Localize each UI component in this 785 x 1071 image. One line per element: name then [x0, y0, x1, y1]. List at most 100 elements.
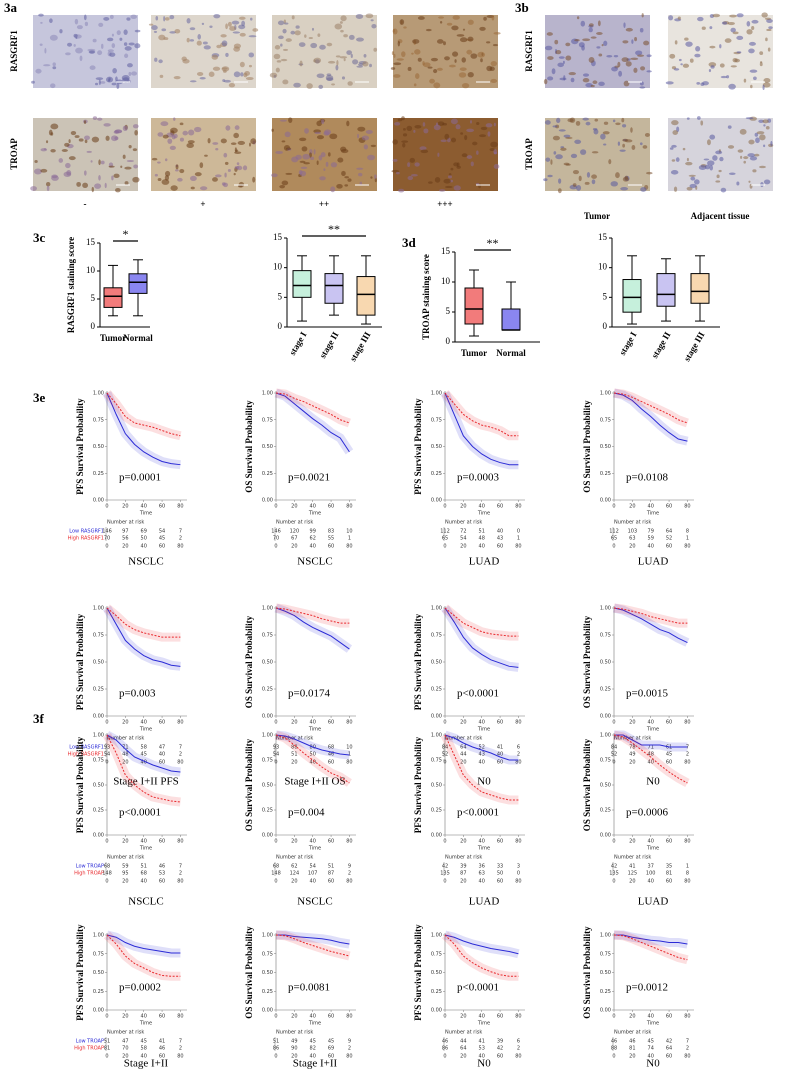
- cell-texture: [98, 22, 104, 27]
- risk-count: 46: [629, 1039, 635, 1045]
- cell-texture: [109, 52, 116, 57]
- cell-texture: [414, 49, 421, 55]
- cell-texture: [319, 176, 326, 181]
- cell-texture: [755, 137, 760, 144]
- cell-texture: [459, 67, 467, 71]
- cell-texture: [736, 51, 742, 54]
- cell-texture: [303, 162, 310, 165]
- cell-texture: [159, 74, 164, 78]
- x-tick-label: 20: [122, 1014, 128, 1020]
- risk-x-tick-label: 40: [310, 879, 316, 885]
- cell-texture: [160, 121, 169, 127]
- y-axis-label: OS Survival Probability: [244, 738, 254, 831]
- cell-texture: [221, 40, 228, 47]
- risk-count: 42: [497, 1046, 503, 1052]
- risk-x-tick-label: 80: [684, 1054, 690, 1060]
- cell-texture: [344, 176, 349, 179]
- y-tick-label: 0.25: [431, 989, 442, 995]
- cell-texture: [588, 23, 594, 27]
- x-tick-label: 60: [666, 839, 672, 845]
- risk-title: Number at risk: [276, 736, 313, 742]
- y-tick-label: 0.50: [262, 660, 273, 666]
- cell-texture: [544, 45, 553, 51]
- cell-texture: [393, 74, 401, 78]
- p-value: p<0.0001: [457, 982, 499, 994]
- cell-texture: [724, 38, 732, 43]
- risk-count: 44: [460, 752, 466, 758]
- cell-texture: [347, 81, 353, 86]
- grade-label: ++: [319, 199, 329, 209]
- risk-count: 135: [609, 871, 619, 877]
- cell-texture: [672, 130, 678, 136]
- cell-texture: [182, 130, 189, 136]
- cell-texture: [113, 173, 120, 178]
- y-tick-label: 0.75: [93, 633, 104, 639]
- cell-texture: [161, 28, 167, 32]
- cell-texture: [186, 142, 194, 149]
- y-tick-label: 5: [91, 293, 96, 303]
- cell-texture: [279, 184, 285, 189]
- cell-texture: [212, 177, 218, 182]
- survival-curve: [614, 734, 688, 748]
- x-axis-label: Time: [139, 511, 152, 517]
- plot-caption: LUAD: [469, 556, 500, 568]
- risk-count: 7: [179, 529, 182, 535]
- cell-texture: [753, 76, 757, 81]
- cell-texture: [356, 65, 364, 68]
- y-axis-label: OS Survival Probability: [582, 738, 592, 831]
- y-tick-label: 0: [278, 321, 283, 331]
- risk-count: 37: [648, 864, 654, 870]
- cell-texture: [288, 117, 293, 123]
- cell-texture: [391, 169, 400, 173]
- cell-texture: [318, 84, 324, 90]
- cell-texture: [132, 176, 140, 183]
- risk-row-label: High RASGRF1: [68, 752, 104, 758]
- y-tick-label: 0: [603, 321, 608, 331]
- x-tick-label: 60: [328, 720, 334, 726]
- risk-count: 146: [271, 529, 281, 535]
- risk-count: 45: [666, 752, 672, 758]
- cell-texture: [330, 186, 336, 193]
- cell-texture: [245, 76, 254, 81]
- cell-texture: [437, 152, 440, 157]
- cell-texture: [346, 50, 352, 55]
- cell-texture: [116, 83, 120, 89]
- risk-count: 1: [517, 536, 520, 542]
- panel-label: 3b: [515, 0, 529, 15]
- cell-texture: [213, 13, 221, 19]
- cell-texture: [448, 64, 456, 68]
- risk-count: 51: [291, 752, 297, 758]
- cell-texture: [67, 42, 73, 47]
- cell-texture: [356, 167, 364, 170]
- cell-texture: [673, 68, 680, 71]
- y-axis-label: PFS Survival Probability: [75, 398, 85, 495]
- risk-count: 51: [104, 1039, 110, 1045]
- significance: *: [123, 227, 129, 241]
- cell-texture: [602, 131, 610, 135]
- risk-count: 64: [666, 529, 672, 535]
- cell-texture: [91, 136, 100, 143]
- risk-count: 68: [273, 864, 279, 870]
- cell-texture: [480, 58, 483, 63]
- x-tick-label: 40: [141, 720, 147, 726]
- cell-texture: [111, 43, 116, 49]
- cell-texture: [281, 180, 289, 186]
- cell-texture: [154, 173, 158, 177]
- cell-texture: [38, 13, 44, 17]
- y-axis-label: PFS Survival Probability: [413, 398, 423, 495]
- plot-caption: NSCLC: [297, 896, 332, 908]
- p-value: p=0.0001: [119, 472, 161, 484]
- cell-texture: [120, 165, 123, 168]
- cell-texture: [688, 174, 696, 177]
- cell-texture: [127, 63, 133, 68]
- y-tick-label: 0.00: [93, 498, 104, 504]
- cell-texture: [164, 158, 168, 162]
- column-label: Tumor: [584, 211, 610, 221]
- cell-texture: [620, 186, 629, 191]
- risk-count: 46: [328, 752, 334, 758]
- risk-x-tick-label: 80: [515, 760, 521, 766]
- cell-texture: [238, 24, 246, 30]
- survival-curve: [106, 934, 181, 954]
- risk-x-tick-label: 40: [479, 879, 485, 885]
- risk-count: 63: [629, 536, 635, 542]
